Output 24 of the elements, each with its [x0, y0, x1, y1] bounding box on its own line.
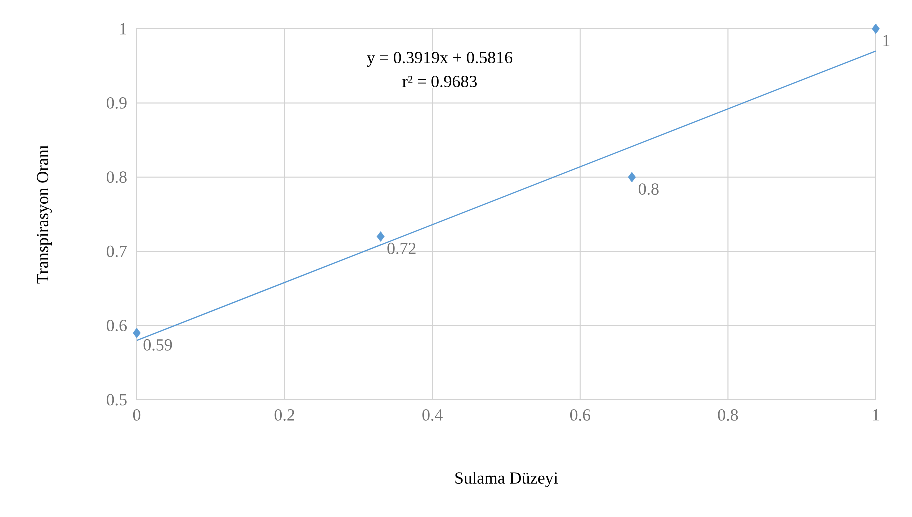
annotation: r² = 0.9683: [402, 76, 477, 88]
y-tick-label: 0.6: [106, 320, 128, 332]
x-tick-label: 0.8: [718, 409, 738, 421]
x-axis-title: Sulama Düzeyi: [456, 472, 558, 488]
y-tick-label: 1: [120, 23, 126, 35]
y-tick-label: 0.7: [106, 246, 128, 258]
y-tick-label: 0.5: [106, 394, 127, 406]
data-label: 0.59: [144, 339, 172, 351]
x-tick-label: 0.6: [570, 409, 590, 421]
y-tick-label: 0.9: [106, 97, 127, 109]
point: [628, 172, 636, 183]
y-axis-title: Transpirasyon Oranı: [37, 145, 52, 284]
x-tick-label: 0.2: [274, 409, 294, 421]
x-tick-label: 1: [873, 409, 880, 421]
data-label: 0.8: [638, 184, 659, 196]
point: [133, 328, 141, 338]
point: [872, 24, 880, 34]
data-label: 1: [884, 35, 890, 46]
point: [376, 232, 385, 242]
x-tick-label: 0.4: [422, 409, 443, 421]
data-label: 0.72: [388, 242, 416, 254]
x-tick-label: 0: [133, 409, 141, 421]
y-tick-label: 0.8: [106, 172, 127, 184]
annotation: y = 0.3919x + 0.5816: [367, 52, 513, 68]
